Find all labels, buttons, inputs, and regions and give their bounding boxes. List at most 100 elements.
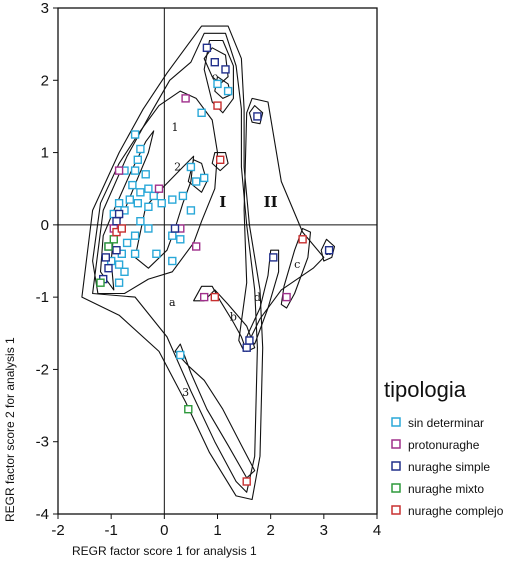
data-point <box>170 224 180 233</box>
data-point <box>136 216 145 226</box>
data-point <box>104 242 113 251</box>
data-point <box>213 79 222 89</box>
data-point <box>130 231 140 240</box>
cluster-outline <box>238 97 325 352</box>
data-point <box>199 292 209 302</box>
data-point <box>130 166 140 175</box>
data-point <box>130 130 140 139</box>
y-tick-label: 0 <box>41 217 49 234</box>
x-tick-label: -1 <box>104 522 117 539</box>
data-point <box>269 253 278 262</box>
x-tick-label: 2 <box>266 522 274 539</box>
data-point <box>136 188 145 197</box>
x-tick-label: 1 <box>213 522 221 539</box>
legend-label: sin determinar <box>408 416 484 430</box>
data-point <box>176 235 185 244</box>
x-tick-label: -2 <box>51 522 64 539</box>
legend-label: nuraghe complejo <box>408 504 504 518</box>
data-point <box>178 191 188 201</box>
cluster-outline <box>246 249 280 345</box>
data-point <box>144 202 153 212</box>
data-point <box>101 253 111 262</box>
data-point <box>186 162 196 172</box>
data-point <box>136 144 145 154</box>
data-point <box>176 350 185 360</box>
cluster-outline <box>280 227 312 309</box>
data-point <box>202 43 212 52</box>
data-point <box>144 224 153 233</box>
data-point <box>104 264 113 273</box>
data-point <box>149 191 158 201</box>
data-point <box>245 336 254 345</box>
data-point <box>210 292 220 302</box>
x-tick-label: 4 <box>373 522 381 539</box>
data-point <box>298 235 307 244</box>
data-point <box>112 216 121 226</box>
cluster-outline <box>81 25 264 501</box>
cluster-outline <box>92 90 219 295</box>
data-point <box>157 198 166 208</box>
data-point <box>125 195 135 204</box>
data-point <box>152 249 161 259</box>
region-label: d <box>254 291 261 304</box>
legend-swatch <box>391 505 401 515</box>
data-point <box>114 198 124 208</box>
data-point <box>282 292 291 302</box>
data-point <box>128 180 137 190</box>
data-point <box>133 198 143 208</box>
legend-title: tipologia <box>384 377 467 402</box>
data-point <box>168 195 177 204</box>
data-point <box>221 65 230 74</box>
x-tick-label: 0 <box>160 522 168 539</box>
group-labels: I II <box>219 193 277 211</box>
legend-label: nuraghe simple <box>408 460 490 474</box>
data-point <box>253 112 262 121</box>
legend: tipologia sin determinar protonuraghe nura… <box>384 377 504 518</box>
y-tick-label: 3 <box>41 0 49 17</box>
data-point <box>242 477 251 486</box>
data-point <box>133 155 143 165</box>
y-axis-title: REGR factor score 2 for analysis 1 <box>3 337 17 522</box>
data-point <box>114 209 124 219</box>
region-label: c <box>212 70 218 83</box>
data-point <box>242 343 251 352</box>
group-label: II <box>264 193 278 211</box>
data-point <box>184 405 193 414</box>
cluster-outline <box>211 152 229 172</box>
data-point <box>120 267 129 276</box>
y-tick-label: -3 <box>36 434 49 451</box>
data-point <box>191 242 201 251</box>
data-point <box>213 101 222 110</box>
x-axis-title: REGR factor score 1 for analysis 1 <box>72 544 257 558</box>
legend-swatch <box>391 461 401 471</box>
data-point <box>191 177 201 186</box>
data-point <box>114 278 124 287</box>
data-point <box>141 170 150 179</box>
data-points <box>96 43 334 486</box>
group-label: I <box>219 193 226 211</box>
region-label: 2 <box>174 161 181 174</box>
x-tick-label: 3 <box>320 522 328 539</box>
legend-swatch <box>391 483 401 493</box>
data-point <box>210 58 220 67</box>
data-point <box>324 245 334 255</box>
y-axis-ticks: 3 2 1 0 -1 -2 -3 -4 <box>36 0 58 523</box>
region-label: a <box>169 296 176 309</box>
region-label: c <box>294 258 300 271</box>
region-label: 3 <box>182 386 189 399</box>
data-point <box>112 245 121 255</box>
data-point <box>154 184 164 193</box>
data-point <box>168 256 177 266</box>
data-point <box>186 206 196 215</box>
legend-label: protonuraghe <box>408 438 480 452</box>
legend-swatch <box>391 439 401 449</box>
region-label: 1 <box>171 121 178 134</box>
data-point <box>96 278 105 287</box>
cluster-outline <box>92 32 258 493</box>
data-point <box>144 184 153 193</box>
data-point <box>215 155 225 165</box>
data-point <box>109 235 119 244</box>
legend-swatch <box>391 417 401 427</box>
y-tick-label: -1 <box>36 289 49 306</box>
data-point <box>114 166 124 175</box>
